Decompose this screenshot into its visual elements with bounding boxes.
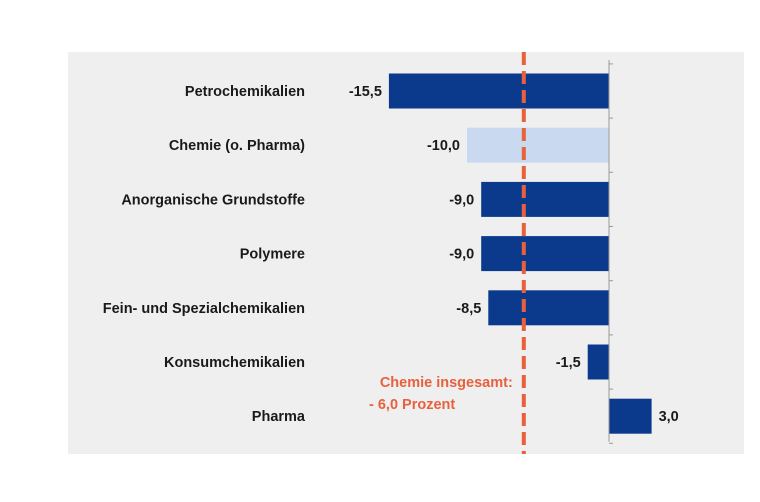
chart-panel: Petrochemikalien Chemie (o. Pharma) Anorga… <box>68 52 744 454</box>
bars-group <box>388 73 652 434</box>
category-label-2: Chemie (o. Pharma) <box>169 138 305 154</box>
reference-label-line2: - 6,0 Prozent <box>369 397 455 413</box>
category-label-7: Pharma <box>252 409 306 425</box>
axis-ticks-group <box>609 63 613 444</box>
value-label-2: -10,0 <box>427 138 460 154</box>
bar-5 <box>488 290 609 326</box>
category-label-4: Polymere <box>240 247 305 263</box>
bar-6 <box>587 344 609 380</box>
category-label-6: Konsumchemikalien <box>164 355 305 371</box>
bar-3 <box>481 181 609 217</box>
category-labels-group: Petrochemikalien Chemie (o. Pharma) Anorga… <box>103 84 306 425</box>
category-label-1: Petrochemikalien <box>185 84 305 100</box>
bar-4 <box>481 236 609 272</box>
bar-chart: Petrochemikalien Chemie (o. Pharma) Anorga… <box>103 52 679 454</box>
value-label-7: 3,0 <box>659 409 679 425</box>
value-labels-group: -15,5 -10,0 -9,0 -9,0 -8,5 -1,5 3,0 <box>349 84 679 425</box>
bar-1 <box>388 73 609 109</box>
value-label-5: -8,5 <box>456 301 481 317</box>
category-label-5: Fein- und Spezialchemikalien <box>103 301 305 317</box>
category-label-3: Anorganische Grundstoffe <box>121 192 305 208</box>
value-label-3: -9,0 <box>449 192 474 208</box>
reference-label-line1: Chemie insgesamt: <box>380 375 513 391</box>
value-label-1: -15,5 <box>349 84 382 100</box>
bar-2 <box>467 127 609 163</box>
value-label-6: -1,5 <box>556 355 581 371</box>
value-label-4: -9,0 <box>449 247 474 263</box>
bar-7 <box>609 398 652 434</box>
